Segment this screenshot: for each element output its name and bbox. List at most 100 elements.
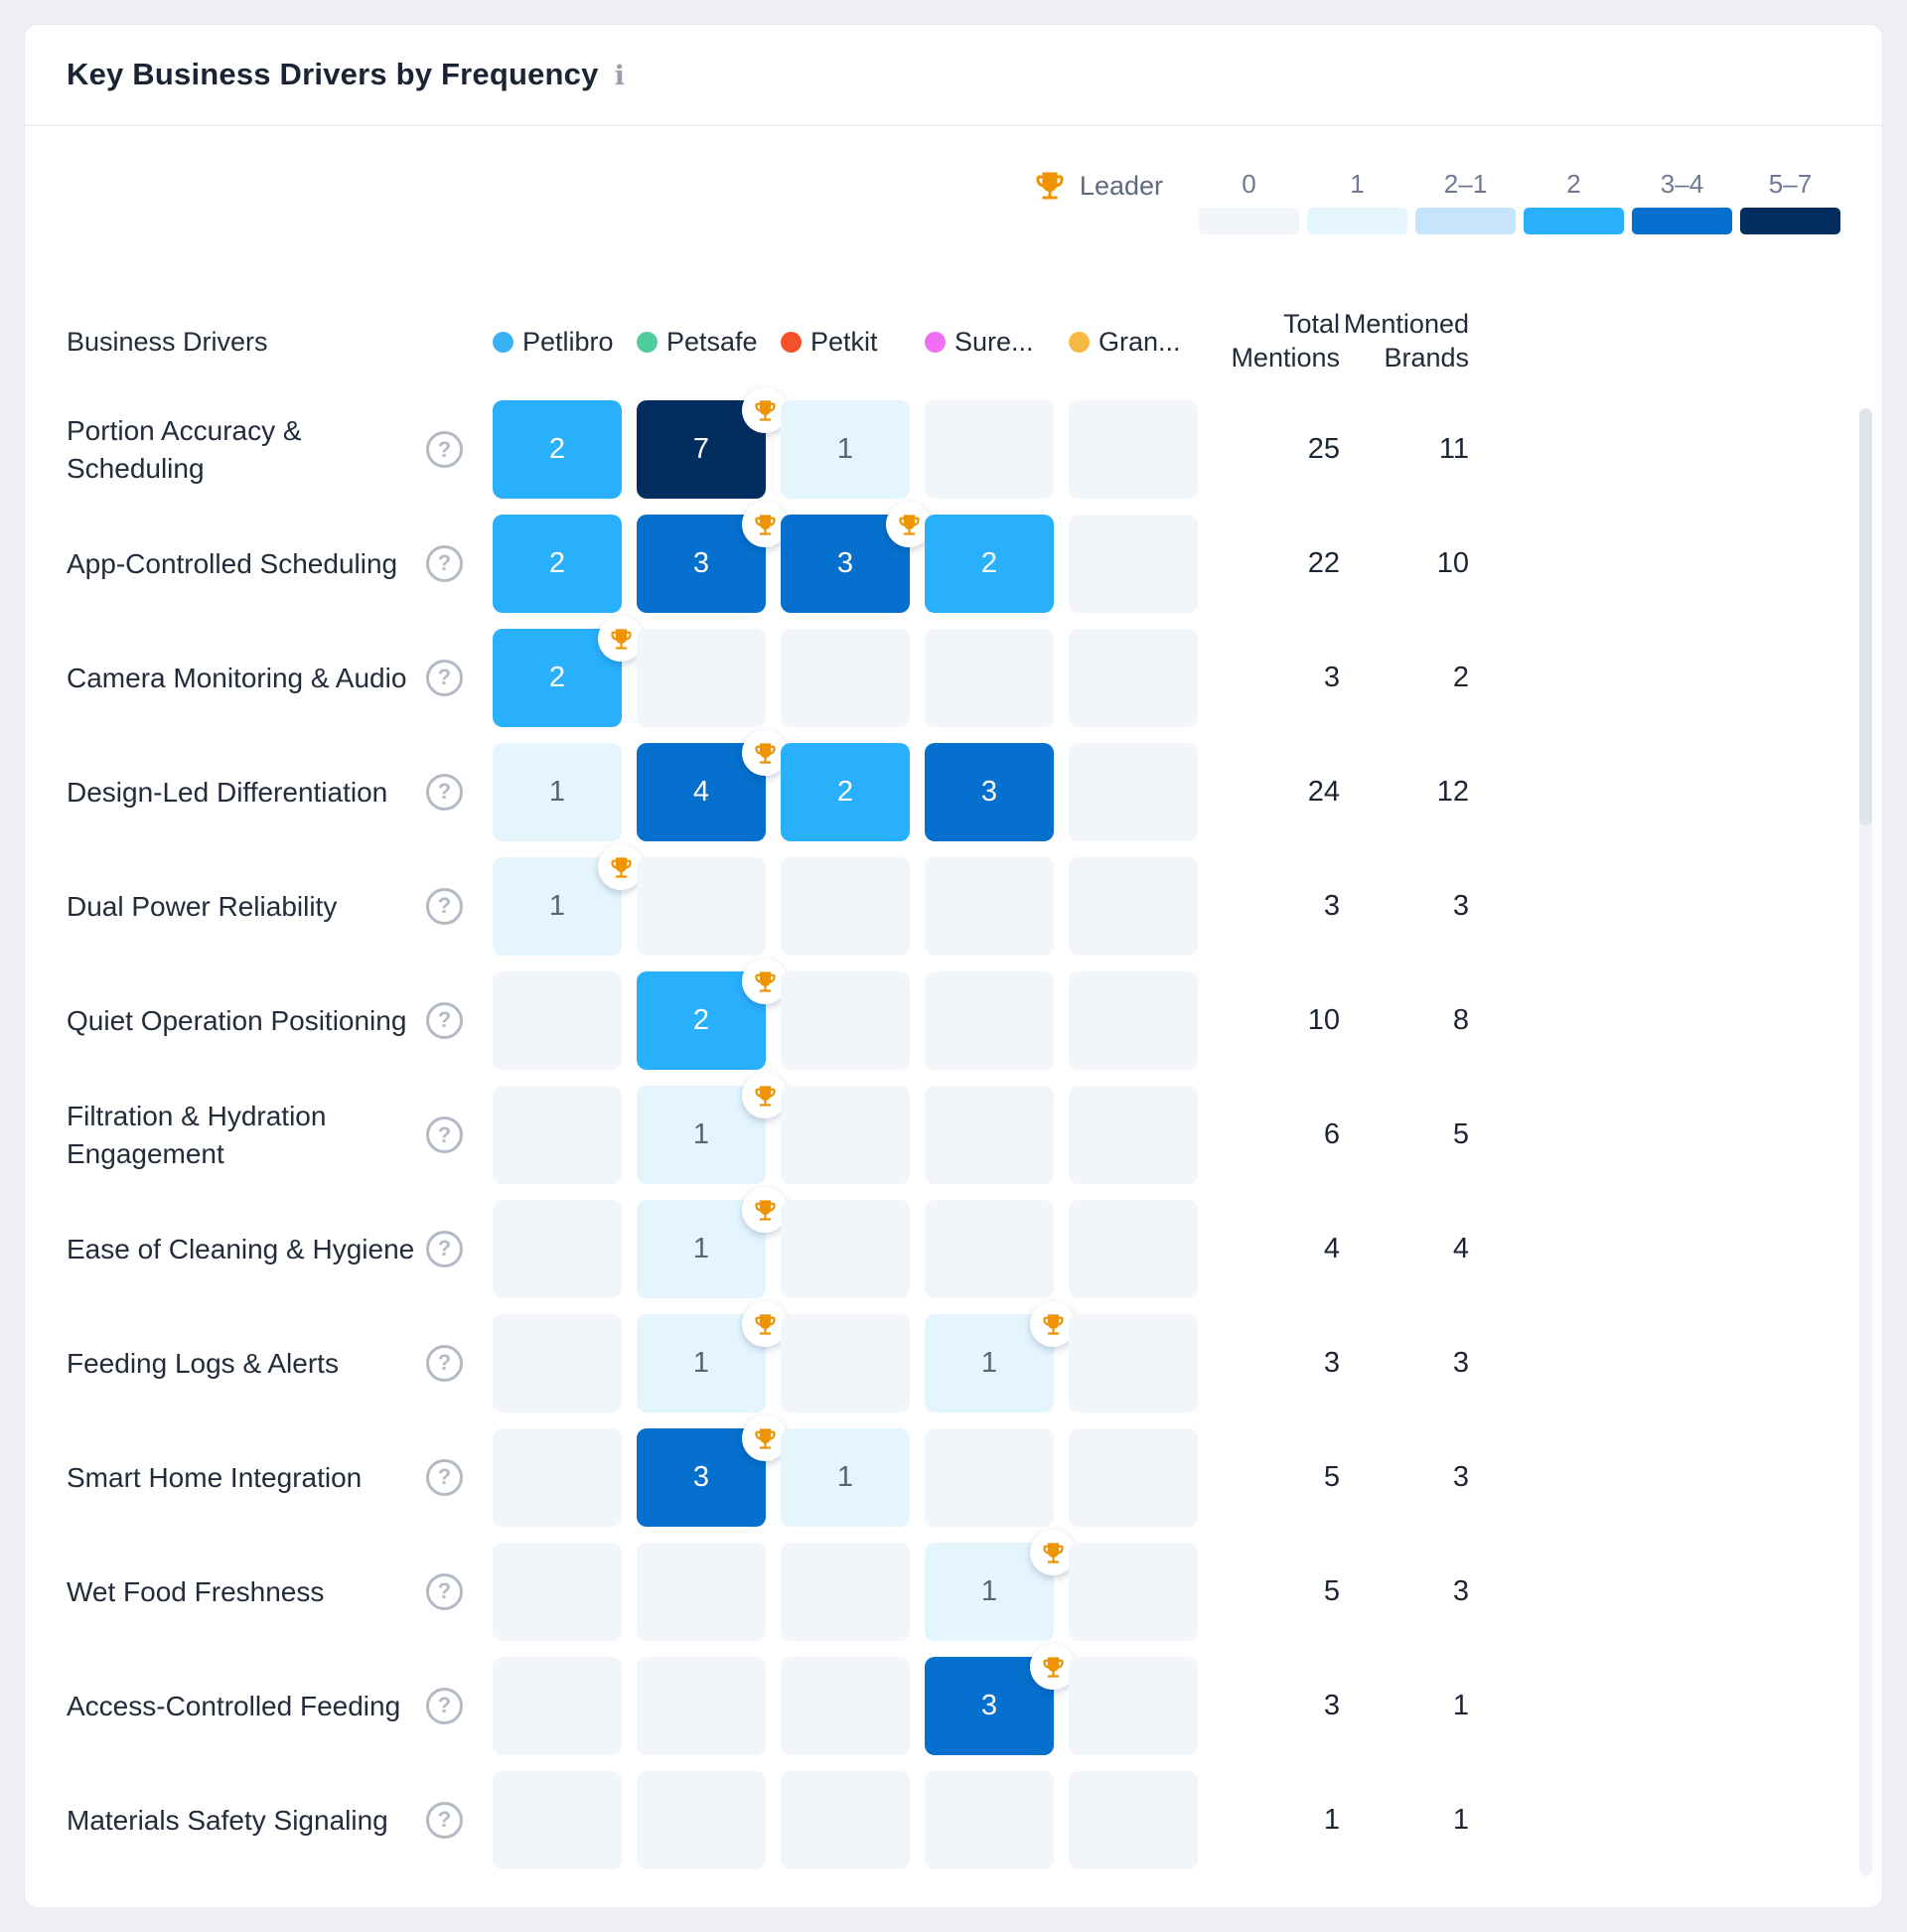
heatmap-cell[interactable] (493, 1428, 622, 1527)
heatmap-cell[interactable] (1069, 1314, 1198, 1412)
heatmap-cell[interactable] (781, 1657, 910, 1755)
heatmap-cell[interactable] (925, 1200, 1054, 1298)
heatmap-cell[interactable] (1069, 971, 1198, 1070)
heatmap-cell[interactable] (1069, 400, 1198, 499)
heatmap-cell[interactable] (493, 1657, 622, 1755)
heatmap-cell[interactable] (493, 1086, 622, 1184)
heatmap-cell[interactable]: 3 (925, 743, 1054, 841)
heatmap-cell[interactable]: 3 (925, 1644, 1076, 1755)
help-icon[interactable]: ? (426, 1230, 463, 1267)
heatmap-cell-box (493, 1428, 622, 1527)
vertical-scrollbar[interactable] (1859, 408, 1872, 1876)
brand-column-header[interactable]: Sure... (925, 327, 1069, 358)
heatmap-cell[interactable]: 2 (637, 959, 788, 1070)
heatmap-cell[interactable] (637, 629, 766, 727)
heatmap-cell[interactable] (1069, 629, 1198, 727)
heatmap-cell[interactable]: 1 (781, 400, 910, 499)
heatmap-cell[interactable] (637, 857, 766, 956)
scrollbar-thumb[interactable] (1859, 408, 1872, 825)
heatmap-cell[interactable] (925, 1086, 1054, 1184)
heatmap-cell[interactable] (1069, 743, 1198, 841)
heatmap-cell[interactable] (781, 857, 910, 956)
help-icon[interactable]: ? (426, 1344, 463, 1382)
heatmap-cell[interactable] (1069, 1543, 1198, 1641)
help-icon[interactable]: ? (426, 431, 463, 468)
help-icon[interactable]: ? (426, 1458, 463, 1496)
trophy-icon (1042, 1656, 1064, 1678)
heatmap-cell[interactable]: 1 (925, 1530, 1076, 1641)
heatmap-cell[interactable] (1069, 1200, 1198, 1298)
help-icon[interactable]: ? (426, 1801, 463, 1839)
legend-scale-swatch (1740, 208, 1840, 234)
brand-column-header[interactable]: Petsafe (637, 327, 781, 358)
heatmap-cell[interactable] (1069, 1657, 1198, 1755)
heatmap-cell[interactable]: 1 (637, 1187, 788, 1298)
heatmap-cell[interactable] (781, 1314, 910, 1412)
heatmap-cell[interactable]: 1 (637, 1301, 788, 1412)
heatmap-cell[interactable] (637, 1657, 766, 1755)
heatmap-cell[interactable]: 3 (637, 1415, 788, 1527)
heatmap-cell[interactable]: 2 (493, 515, 622, 613)
brand-column-header[interactable]: Gran... (1069, 327, 1213, 358)
total-mentions-value: 5 (1323, 1575, 1340, 1607)
heatmap-cell[interactable] (781, 1771, 910, 1869)
heatmap-cell[interactable] (925, 629, 1054, 727)
help-icon[interactable]: ? (426, 659, 463, 696)
heatmap-cell[interactable] (1069, 1428, 1198, 1527)
brand-column-header[interactable]: Petkit (781, 327, 925, 358)
heatmap-cell[interactable] (493, 1543, 622, 1641)
help-icon[interactable]: ? (426, 773, 463, 811)
heatmap-cell[interactable] (493, 971, 622, 1070)
heatmap-cell[interactable] (493, 1771, 622, 1869)
heatmap-cell[interactable] (493, 1314, 622, 1412)
heatmap-cell[interactable] (781, 629, 910, 727)
driver-row: Dual Power Reliability? 1 3 3 (67, 844, 1840, 964)
heatmap-cell[interactable]: 4 (637, 730, 788, 841)
heatmap-cell[interactable]: 3 (781, 502, 932, 613)
help-icon[interactable]: ? (426, 887, 463, 925)
heatmap-cell[interactable] (493, 1200, 622, 1298)
heatmap-cell[interactable] (1069, 857, 1198, 956)
help-icon[interactable]: ? (426, 544, 463, 582)
heatmap-cell-box (1069, 400, 1198, 499)
heatmap-cell[interactable] (1069, 515, 1198, 613)
heatmap-cell[interactable]: 3 (637, 502, 788, 613)
heatmap-cell[interactable] (1069, 1086, 1198, 1184)
mentioned-brands-value: 1 (1452, 1804, 1469, 1836)
heatmap-cell[interactable]: 1 (493, 844, 644, 956)
heatmap-cell[interactable] (781, 971, 910, 1070)
heatmap-cell[interactable] (925, 971, 1054, 1070)
heatmap-cell[interactable] (1069, 1771, 1198, 1869)
heatmap-cell[interactable]: 7 (637, 387, 788, 499)
heatmap-cell[interactable] (637, 1543, 766, 1641)
heatmap-cell[interactable] (925, 1428, 1054, 1527)
heatmap-cell[interactable] (925, 857, 1054, 956)
help-icon[interactable]: ? (426, 1001, 463, 1039)
heatmap-cell[interactable]: 2 (781, 743, 910, 841)
heatmap-cell[interactable] (781, 1086, 910, 1184)
legend-scale-item: 0 (1199, 164, 1299, 234)
mentioned-brands-value: 3 (1452, 1461, 1469, 1493)
info-icon[interactable]: i (614, 60, 625, 91)
heatmap-cell[interactable]: 1 (493, 743, 622, 841)
heatmap-cell[interactable] (781, 1200, 910, 1298)
brand-color-dot (637, 331, 658, 353)
heatmap-cell[interactable] (637, 1771, 766, 1869)
brand-column-header[interactable]: Petlibro (493, 327, 637, 358)
heatmap-cell-box (781, 1200, 910, 1298)
heatmap-cell[interactable]: 2 (493, 400, 622, 499)
help-icon[interactable]: ? (426, 1572, 463, 1610)
heatmap-cell[interactable]: 1 (781, 1428, 910, 1527)
heatmap-cell-box (637, 1771, 766, 1869)
heatmap-cell[interactable]: 2 (493, 616, 644, 727)
heatmap-cell[interactable] (925, 1771, 1054, 1869)
heatmap-cell[interactable]: 2 (925, 515, 1054, 613)
help-icon[interactable]: ? (426, 1116, 463, 1153)
heatmap-cell[interactable]: 1 (925, 1301, 1076, 1412)
heatmap-cell[interactable]: 1 (637, 1073, 788, 1184)
heatmap-cell[interactable] (781, 1543, 910, 1641)
heatmap-cell-box (493, 1200, 622, 1298)
heatmap-cell-box: 1 (493, 743, 622, 841)
help-icon[interactable]: ? (426, 1687, 463, 1724)
heatmap-cell[interactable] (925, 400, 1054, 499)
